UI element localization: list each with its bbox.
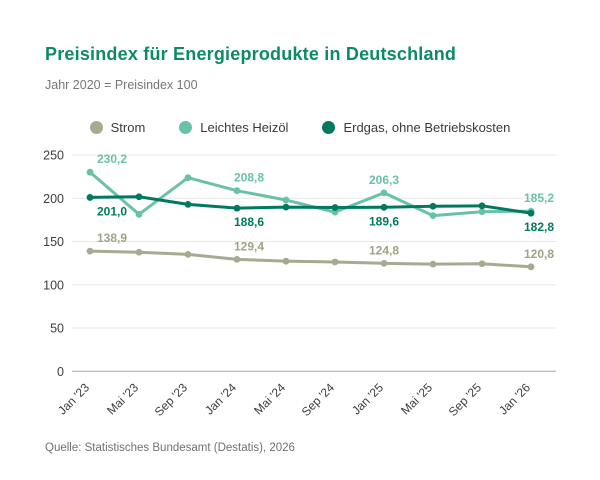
x-tick-label-7: Mai '25: [398, 380, 435, 417]
y-tick-label-250: 250: [43, 149, 64, 163]
series-point-1-4: [282, 196, 290, 204]
series-point-0-8: [478, 260, 486, 268]
series-point-0-2: [184, 250, 192, 258]
legend-label-erdgas: Erdgas, ohne Betriebskosten: [343, 120, 511, 135]
series-line-0: [88, 249, 533, 269]
y-tick-label-0: 0: [57, 365, 64, 379]
series-point-2-1: [135, 193, 143, 201]
legend-dot-strom: [89, 121, 103, 134]
series-point-1-8: [478, 208, 486, 216]
value-label-0-0: 138,9: [97, 231, 127, 245]
chart-subtitle: Jahr 2020 = Preisindex 100: [45, 78, 198, 92]
value-label-0-6: 124,8: [369, 243, 399, 257]
x-tick-label-5: Sep '24: [299, 380, 338, 419]
value-label-2-0: 201,0: [97, 204, 127, 218]
legend-item-erdgas: Erdgas, ohne Betriebskosten: [322, 120, 510, 135]
value-label-1-3: 208,8: [234, 171, 264, 185]
legend-label-heizoel: Leichtes Heizöl: [200, 120, 289, 135]
x-tick-label-2: Sep '23: [152, 380, 191, 419]
series-point-2-2: [184, 200, 192, 208]
value-label-2-6: 189,6: [369, 214, 399, 228]
series-point-1-0: [86, 168, 94, 176]
x-tick-label-9: Jan '26: [496, 380, 533, 417]
series-point-0-7: [429, 260, 437, 268]
series-point-1-3: [233, 187, 241, 195]
series-point-0-5: [331, 258, 339, 266]
legend-item-strom: Strom: [89, 120, 146, 135]
value-label-1-6: 206,3: [369, 173, 399, 187]
series-point-2-7: [429, 202, 437, 210]
x-tick-label-1: Mai '23: [104, 380, 141, 417]
chart-legend: Strom Leichtes Heizöl Erdgas, ohne Betri…: [0, 120, 600, 135]
value-label-0-3: 129,4: [234, 239, 264, 253]
legend-label-strom: Strom: [110, 120, 146, 135]
series-point-2-4: [282, 203, 290, 211]
y-tick-label-150: 150: [43, 235, 64, 249]
x-tick-label-8: Sep '25: [446, 380, 485, 419]
series-point-1-7: [429, 212, 437, 219]
value-label-2-3: 188,6: [234, 215, 264, 229]
series-point-0-4: [282, 257, 290, 265]
series-point-1-6: [380, 189, 388, 197]
series-point-0-9: [527, 263, 535, 271]
series-point-0-0: [86, 247, 94, 255]
series-point-1-2: [184, 174, 192, 182]
series-line-1: [88, 170, 533, 218]
value-label-1-9: 185,2: [524, 191, 554, 205]
series-point-2-8: [478, 202, 486, 210]
series-point-0-3: [233, 255, 241, 263]
value-label-0-9: 120,8: [524, 247, 554, 261]
series-point-2-5: [331, 204, 339, 211]
x-tick-label-0: Jan '23: [55, 380, 92, 417]
series-point-2-3: [233, 204, 241, 212]
series-line-2: [88, 195, 533, 215]
series-point-2-9: [527, 209, 535, 217]
legend-dot-erdgas: [322, 121, 336, 134]
x-tick-label-6: Jan '25: [349, 380, 386, 417]
y-tick-label-200: 200: [43, 192, 64, 206]
x-tick-label-3: Jan '24: [202, 380, 239, 417]
series-point-2-0: [86, 194, 94, 201]
page-title: Preisindex für Energieprodukte in Deutsc…: [45, 44, 457, 64]
legend-item-heizoel: Leichtes Heizöl: [179, 120, 288, 135]
source-note: Quelle: Statistisches Bundesamt (Destati…: [45, 442, 295, 454]
series-point-2-6: [380, 203, 388, 211]
series-point-0-6: [380, 259, 388, 267]
y-tick-label-100: 100: [43, 278, 64, 292]
series-point-1-1: [135, 210, 143, 218]
line-chart: 250 200 150 100 50 0 Jan '23 Mai '23 Sep '23 Jan …: [0, 146, 600, 438]
series-point-0-1: [135, 248, 143, 256]
value-label-2-9: 182,8: [524, 220, 554, 234]
x-tick-label-4: Mai '24: [251, 380, 288, 417]
legend-dot-heizoel: [179, 121, 193, 134]
y-tick-label-50: 50: [50, 322, 64, 336]
value-label-1-0: 230,2: [97, 152, 127, 166]
